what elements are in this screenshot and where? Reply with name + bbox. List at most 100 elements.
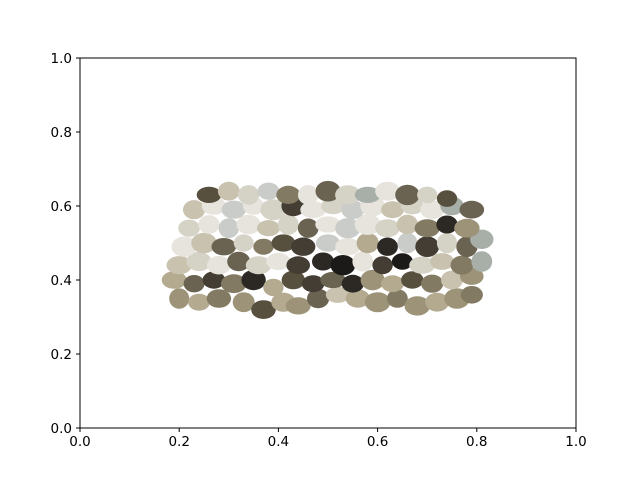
data-point	[236, 214, 261, 235]
data-point	[335, 238, 361, 256]
data-point	[335, 185, 361, 205]
data-point	[436, 190, 458, 207]
data-point	[364, 292, 391, 313]
axes-frame	[79, 57, 577, 429]
data-point	[266, 252, 291, 271]
data-point	[315, 216, 341, 233]
data-point	[207, 255, 231, 275]
y-tick-label: 0.0	[51, 421, 72, 437]
data-point	[441, 270, 463, 290]
data-point	[257, 182, 280, 200]
data-point	[391, 253, 413, 270]
data-point	[471, 251, 493, 272]
data-point	[425, 292, 449, 312]
data-point	[171, 236, 197, 257]
data-point	[320, 271, 346, 289]
data-point	[281, 270, 305, 290]
data-point	[341, 274, 364, 293]
data-point	[397, 232, 418, 254]
data-point	[341, 200, 365, 220]
data-point	[253, 238, 274, 255]
data-point	[166, 256, 192, 275]
data-point	[417, 186, 438, 204]
data-point	[395, 184, 420, 206]
data-point	[420, 200, 445, 219]
data-point	[221, 274, 247, 294]
data-point	[396, 214, 419, 235]
y-axis: 0.0 0.2 0.4 0.6 0.8 1.0	[51, 51, 80, 437]
y-tick-label: 1.0	[51, 51, 72, 67]
data-point	[191, 232, 217, 254]
data-point	[260, 199, 287, 221]
data-point	[245, 256, 272, 275]
data-point	[377, 237, 398, 256]
x-tick-label: 0.8	[466, 434, 487, 450]
data-point	[186, 251, 212, 272]
data-point	[360, 269, 385, 291]
data-point	[202, 271, 226, 289]
x-tick-label: 1.0	[565, 434, 586, 450]
data-point	[436, 232, 458, 254]
data-point	[354, 186, 381, 203]
data-point	[372, 256, 393, 275]
data-point	[285, 297, 311, 315]
data-point	[257, 220, 280, 237]
data-point	[450, 255, 474, 275]
data-point	[286, 256, 311, 275]
data-point	[183, 275, 205, 293]
data-point	[352, 251, 374, 272]
data-point	[325, 286, 350, 303]
data-point	[271, 234, 296, 252]
data-point	[307, 288, 330, 309]
data-point	[421, 274, 444, 293]
x-tick-label: 0.6	[367, 434, 388, 450]
data-point	[161, 271, 187, 289]
data-point	[300, 201, 326, 219]
data-point	[436, 215, 458, 234]
data-point	[298, 185, 319, 205]
data-point	[330, 255, 356, 276]
data-point	[315, 180, 341, 202]
data-point	[263, 278, 284, 297]
data-point	[198, 215, 220, 234]
x-tick-label: 0.2	[168, 434, 189, 450]
data-point	[278, 214, 299, 235]
data-point	[297, 218, 319, 238]
data-point	[221, 200, 246, 219]
data-point	[196, 186, 222, 203]
data-point	[218, 218, 239, 239]
data-point	[345, 289, 370, 308]
data-point	[381, 201, 404, 219]
data-point	[183, 200, 206, 220]
data-point	[233, 234, 254, 252]
y-tick-label: 0.2	[51, 347, 72, 363]
data-point	[375, 181, 400, 201]
data-point	[430, 253, 454, 270]
data-point	[387, 289, 408, 308]
data-point	[178, 219, 200, 237]
data-point	[291, 237, 316, 256]
x-axis: 0.0 0.2 0.4 0.6 0.8 1.0	[69, 428, 587, 450]
data-point	[335, 218, 361, 239]
data-point	[315, 234, 341, 252]
data-point	[459, 200, 485, 219]
x-tick-label: 0.4	[268, 434, 289, 450]
x-tick-label: 0.0	[69, 434, 90, 450]
data-point	[206, 289, 232, 308]
data-point	[401, 271, 424, 289]
data-point	[232, 292, 255, 313]
data-point	[238, 185, 260, 205]
y-tick-label: 0.4	[51, 273, 72, 289]
data-point	[227, 251, 251, 272]
points-layer	[161, 180, 494, 319]
data-point	[375, 219, 400, 238]
data-point	[276, 185, 301, 204]
data-point	[241, 269, 266, 291]
y-tick-label: 0.6	[51, 199, 72, 215]
data-point	[409, 256, 436, 274]
data-point	[188, 293, 210, 311]
y-tick-label: 0.8	[51, 125, 72, 141]
data-point	[460, 286, 483, 304]
